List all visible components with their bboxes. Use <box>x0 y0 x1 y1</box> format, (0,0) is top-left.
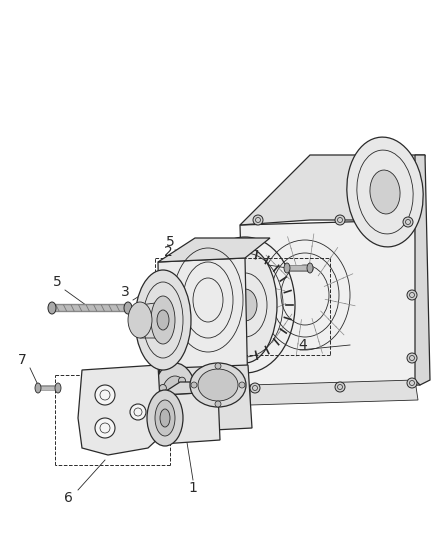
Ellipse shape <box>213 247 277 363</box>
Circle shape <box>407 353 417 363</box>
Polygon shape <box>78 365 162 455</box>
Polygon shape <box>415 155 430 385</box>
Circle shape <box>239 382 245 388</box>
Ellipse shape <box>347 137 423 247</box>
Ellipse shape <box>233 289 257 321</box>
Circle shape <box>184 405 191 411</box>
Ellipse shape <box>128 302 152 338</box>
Ellipse shape <box>307 263 313 273</box>
Ellipse shape <box>153 363 197 433</box>
Circle shape <box>250 383 260 393</box>
Polygon shape <box>240 220 420 390</box>
Circle shape <box>95 418 115 438</box>
Ellipse shape <box>284 263 290 273</box>
Ellipse shape <box>124 302 132 314</box>
Polygon shape <box>160 392 220 444</box>
Ellipse shape <box>168 387 182 409</box>
Circle shape <box>403 217 413 227</box>
Circle shape <box>95 385 115 405</box>
Text: 2: 2 <box>164 245 173 259</box>
Ellipse shape <box>161 376 189 420</box>
Text: 3: 3 <box>120 285 129 299</box>
Circle shape <box>179 377 186 384</box>
Ellipse shape <box>157 310 169 330</box>
Text: 5: 5 <box>166 235 174 249</box>
Ellipse shape <box>147 390 183 446</box>
Circle shape <box>215 401 221 407</box>
Polygon shape <box>160 382 235 395</box>
Ellipse shape <box>370 170 400 214</box>
Circle shape <box>215 363 221 369</box>
Text: 5: 5 <box>53 275 61 289</box>
Circle shape <box>191 382 197 388</box>
Circle shape <box>165 412 172 419</box>
Ellipse shape <box>198 369 238 401</box>
Circle shape <box>407 290 417 300</box>
Circle shape <box>335 382 345 392</box>
Ellipse shape <box>160 409 170 427</box>
Circle shape <box>335 215 345 225</box>
Ellipse shape <box>151 296 175 344</box>
Polygon shape <box>158 258 248 402</box>
Circle shape <box>253 215 263 225</box>
Polygon shape <box>250 380 418 405</box>
Ellipse shape <box>155 400 175 436</box>
Text: 7: 7 <box>18 353 26 367</box>
Polygon shape <box>172 365 252 432</box>
Circle shape <box>159 384 166 392</box>
Circle shape <box>407 378 417 388</box>
Circle shape <box>130 404 146 420</box>
Polygon shape <box>240 155 425 225</box>
Text: 4: 4 <box>299 338 307 352</box>
Text: 1: 1 <box>189 481 198 495</box>
Text: 6: 6 <box>64 491 72 505</box>
Ellipse shape <box>55 383 61 393</box>
Ellipse shape <box>135 270 191 370</box>
Ellipse shape <box>48 302 56 314</box>
Polygon shape <box>158 238 270 262</box>
Ellipse shape <box>190 363 246 407</box>
Polygon shape <box>140 302 163 338</box>
Ellipse shape <box>35 383 41 393</box>
